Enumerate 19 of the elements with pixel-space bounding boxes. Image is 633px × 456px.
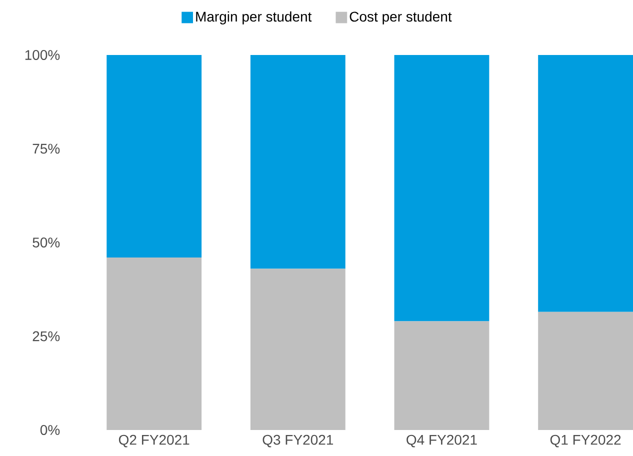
bar: [250, 55, 346, 269]
bar: [106, 258, 202, 430]
y-tick-label: 100%: [25, 50, 60, 60]
bar: [394, 321, 490, 430]
legend-label: Cost per student: [350, 11, 452, 24]
y-tick-label: 75%: [32, 144, 60, 154]
x-tick-label: Q4 FY2021: [406, 434, 477, 448]
x-tick-label: Q3 FY2021: [262, 434, 334, 448]
bar: [538, 55, 633, 312]
x-tick-label: Q1 FY2022: [550, 434, 621, 448]
y-tick-label: 50%: [32, 238, 60, 248]
bar: [538, 312, 633, 430]
legend-label: Margin per student: [196, 11, 312, 24]
bar: [106, 55, 202, 258]
y-tick-label: 25%: [32, 331, 60, 342]
x-tick-label: Q2 FY2021: [118, 434, 190, 448]
bar: [394, 55, 490, 322]
bar: [250, 268, 346, 430]
y-tick-label: 0%: [40, 425, 60, 435]
